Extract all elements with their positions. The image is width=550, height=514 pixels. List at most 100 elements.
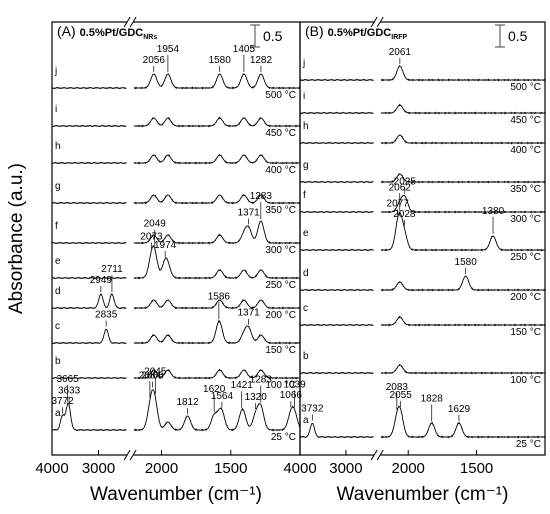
- temperature-label: 150 °C: [510, 327, 541, 338]
- x-tick-label: 1500: [214, 460, 247, 477]
- sample-sub: NRs: [143, 34, 157, 41]
- peak-label: 1283: [250, 375, 273, 386]
- peak-label: 1974: [154, 240, 177, 251]
- spectrum: [51, 73, 301, 90]
- spectrum: [51, 320, 301, 345]
- spectrum-letter: j: [302, 58, 305, 69]
- temperature-label: 250 °C: [265, 280, 296, 291]
- spectrum-letter: i: [303, 91, 305, 102]
- panel-title: (B) 0.5%Pt/GDCIRFP: [305, 23, 408, 41]
- peak-label: 1320: [245, 392, 268, 403]
- temperature-label: 25 °C: [516, 439, 541, 450]
- temperature-label: 500 °C: [510, 82, 541, 93]
- break-mark: [123, 16, 131, 28]
- spectrum-letter: a: [55, 408, 61, 419]
- peak-label: 2084: [139, 370, 162, 381]
- scale-label: 0.5: [263, 28, 283, 44]
- spectrum: [51, 292, 301, 310]
- break-gap: [127, 453, 134, 457]
- spectrum-letter: b: [55, 356, 61, 367]
- temperature-label: 150 °C: [265, 345, 296, 356]
- break-mark: [129, 16, 137, 28]
- x-tick-label: 2000: [392, 460, 425, 477]
- x-tick-label: 3000: [329, 460, 362, 477]
- peak-label: 1380: [482, 206, 505, 217]
- spectrum: [51, 368, 301, 380]
- peak-label: 1564: [211, 391, 234, 402]
- temperature-label: 350 °C: [510, 184, 541, 195]
- peak-label: 1282: [250, 55, 273, 66]
- peak-label: 1629: [448, 404, 471, 415]
- spectrum: [299, 194, 546, 214]
- peak-label: 1066: [280, 390, 303, 401]
- break-mark: [376, 449, 384, 461]
- peak-label: 2025: [394, 177, 417, 188]
- peak-label: 2711: [101, 264, 123, 275]
- break-mark: [123, 449, 131, 461]
- spectrum-letter: d: [303, 268, 309, 279]
- spectrum-letter: h: [303, 121, 309, 132]
- spectrum-letter: c: [303, 303, 308, 314]
- sample-sub: IRFP: [391, 34, 407, 41]
- spectrum-letter: f: [303, 190, 306, 201]
- peak-label: 2028: [393, 209, 416, 220]
- peak-label: 1039: [283, 379, 306, 390]
- x-tick-label: 4000: [35, 460, 68, 477]
- scale-label: 0.5: [508, 28, 528, 44]
- temperature-label: 450 °C: [510, 115, 541, 126]
- spectrum: [51, 153, 300, 165]
- peak-label: 2061: [389, 47, 412, 58]
- x-tick-label: 2000: [145, 460, 178, 477]
- peak-label: 2056: [143, 55, 166, 66]
- break-gap: [374, 453, 381, 457]
- peak-label: 1620: [203, 384, 226, 395]
- spectrum: [51, 244, 301, 280]
- peak-label: 1283: [250, 191, 273, 202]
- plot-frame: [299, 21, 546, 456]
- temperature-label: 100 °C: [265, 380, 296, 391]
- spectrum-letter: b: [303, 351, 309, 362]
- break-mark: [370, 16, 378, 28]
- y-axis-label: Absorbance (a.u.): [6, 163, 27, 314]
- peak-label: 2835: [95, 310, 118, 321]
- break-gap: [374, 20, 381, 24]
- x-axis-label: Wavenumber (cm⁻¹): [337, 484, 509, 505]
- panel-title: (A) 0.5%Pt/GDCNRs: [57, 23, 157, 41]
- peak-label: 1954: [157, 44, 180, 55]
- break-mark: [376, 16, 384, 28]
- spectrum-letter: c: [55, 321, 60, 332]
- spectrum: [299, 275, 546, 292]
- sample-name: 0.5%Pt/GDC: [80, 27, 144, 39]
- spectrum: [299, 211, 546, 252]
- temperature-label: 250 °C: [510, 252, 541, 263]
- peak-label: 1812: [176, 397, 199, 408]
- peak-label: 1580: [455, 257, 478, 268]
- spectrum-letter: f: [55, 221, 58, 232]
- temperature-label: 450 °C: [265, 128, 296, 139]
- peak-label: 2083: [386, 382, 409, 393]
- x-tick-label: 1500: [460, 460, 493, 477]
- spectrum-letter: e: [55, 256, 61, 267]
- spectrum: [299, 64, 546, 82]
- spectrum: [52, 194, 301, 205]
- x-tick-label: 3000: [82, 460, 115, 477]
- peak-label: 1371: [238, 207, 261, 218]
- peak-label: 3732: [301, 403, 324, 414]
- x-tick-label: 4000: [283, 460, 316, 477]
- peak-label: 2065: [141, 371, 164, 382]
- temperature-label: 500 °C: [265, 90, 296, 101]
- break-mark: [370, 449, 378, 461]
- spectrum: [299, 315, 546, 327]
- peak-label: 1405: [233, 44, 256, 55]
- spectrum-letter: g: [55, 181, 61, 192]
- peak-label: 1828: [421, 393, 444, 404]
- temperature-label: 300 °C: [510, 214, 541, 225]
- temperature-label: 400 °C: [265, 165, 296, 176]
- spectrum: [299, 134, 545, 145]
- spectrum-letter: a: [303, 415, 309, 426]
- panel-letter: (A): [57, 23, 76, 39]
- spectrum: [51, 389, 301, 432]
- spectrum-letter: j: [54, 66, 57, 77]
- temperature-label: 200 °C: [265, 310, 296, 321]
